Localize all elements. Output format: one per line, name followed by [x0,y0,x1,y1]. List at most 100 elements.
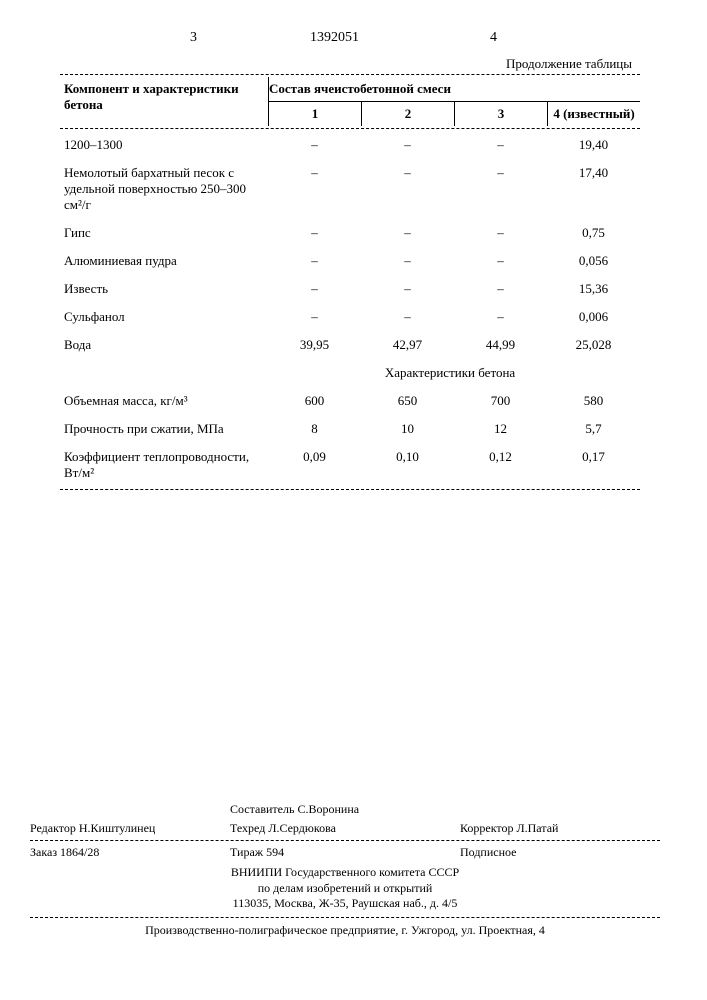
table-row: Известь–––15,36 [60,275,640,303]
table-row: Алюминиевая пудра–––0,056 [60,247,640,275]
row-label: Гипс [60,225,268,241]
cell: – [454,309,547,325]
cell: – [268,137,361,153]
doc-number: 1392051 [310,30,359,46]
cell: – [454,137,547,153]
row-label: Алюминиевая пудра [60,253,268,269]
cell: 0,12 [454,449,547,481]
table-row: Немолотый бархатный песок с удельной пов… [60,159,640,219]
cell: 600 [268,393,361,409]
cell: – [268,225,361,241]
subcol-2: 2 [361,102,454,126]
cell: 0,10 [361,449,454,481]
cell: – [361,225,454,241]
editor: Редактор Н.Киштулинец [30,821,230,836]
credits-block: Составитель С.Воронина Редактор Н.Киштул… [30,800,660,938]
row-label: Известь [60,281,268,297]
header-numbers: 3 1392051 4 [60,30,640,50]
cell: 0,75 [547,225,640,241]
cell: 17,40 [547,165,640,213]
table-body-top: 1200–1300–––19,40Немолотый бархатный пес… [60,131,640,359]
cell: 0,09 [268,449,361,481]
org-line-1: ВНИИПИ Государственного комитета СССР [30,865,660,881]
cell: – [361,253,454,269]
cell: – [361,137,454,153]
cell: 44,99 [454,337,547,353]
techred: Техред Л.Сердюкова [230,821,430,836]
cell: 19,40 [547,137,640,153]
subcol-4: 4 (известный) [547,102,640,126]
header-right-wrap: Состав ячеистобетонной смеси 1 2 3 4 (из… [269,77,640,126]
cell: – [268,253,361,269]
table-body-bottom: Объемная масса, кг/м³600650700580Прочнос… [60,387,640,487]
credits-rule-2 [30,917,660,918]
cell: 700 [454,393,547,409]
table-row: Вода39,9542,9744,9925,028 [60,331,640,359]
header-left: Компонент и характеристики бетона [60,77,268,126]
compiler: Составитель С.Воронина [230,802,430,817]
table-row: Прочность при сжатии, МПа810125,7 [60,415,640,443]
credits-rule-1 [30,840,660,841]
cell: 5,7 [547,421,640,437]
cell: 10 [361,421,454,437]
cell: 0,17 [547,449,640,481]
cell: – [454,225,547,241]
subscribe: Подписное [430,845,660,860]
row-label: Сульфанол [60,309,268,325]
rule-top [60,74,640,75]
cell: 42,97 [361,337,454,353]
cell: 39,95 [268,337,361,353]
table-row: Коэффициент теплопроводности, Вт/м²0,090… [60,443,640,487]
cell: – [454,165,547,213]
cell: – [454,253,547,269]
page-content: 3 1392051 4 Продолжение таблицы Компонен… [60,30,640,492]
cell: 580 [547,393,640,409]
tirazh: Тираж 594 [230,845,430,860]
header-right: Состав ячеистобетонной смеси [269,77,640,101]
cell: – [268,281,361,297]
order: Заказ 1864/28 [30,845,230,860]
rule-bottom [60,489,640,490]
table-continuation: Продолжение таблицы [60,56,640,72]
cell: 650 [361,393,454,409]
subcol-1: 1 [269,102,361,126]
cell: – [454,281,547,297]
credit-empty2 [430,802,660,817]
cell: 8 [268,421,361,437]
table-header-row: Компонент и характеристики бетона Состав… [60,77,640,126]
subcol-3: 3 [454,102,547,126]
cell: 15,36 [547,281,640,297]
row-label: Коэффициент теплопроводности, Вт/м² [60,449,268,481]
org-line-3: 113035, Москва, Ж-35, Раушская наб., д. … [30,896,660,912]
credit-row-3: Заказ 1864/28 Тираж 594 Подписное [30,843,660,862]
org-block: ВНИИПИ Государственного комитета СССР по… [30,862,660,915]
col-num-right: 4 [490,30,497,46]
credit-empty [30,802,230,817]
rule-head-bottom [60,128,640,129]
cell: 0,006 [547,309,640,325]
imprint: Производственно-полиграфическое предприя… [30,920,660,938]
table-row: 1200–1300–––19,40 [60,131,640,159]
cell: 12 [454,421,547,437]
row-label: Вода [60,337,268,353]
cell: 25,028 [547,337,640,353]
table-row: Гипс–––0,75 [60,219,640,247]
cell: – [361,281,454,297]
table-row: Сульфанол–––0,006 [60,303,640,331]
row-label: Немолотый бархатный песок с удельной пов… [60,165,268,213]
row-label: 1200–1300 [60,137,268,153]
corrector: Корректор Л.Патай [430,821,660,836]
org-line-2: по делам изобретений и открытий [30,881,660,897]
credit-row-2: Редактор Н.Киштулинец Техред Л.Сердюкова… [30,819,660,838]
table-row: Объемная масса, кг/м³600650700580 [60,387,640,415]
cell: – [361,309,454,325]
col-num-left: 3 [190,30,197,46]
mid-section-title: Характеристики бетона [260,359,640,387]
row-label: Прочность при сжатии, МПа [60,421,268,437]
cell: – [361,165,454,213]
cell: – [268,309,361,325]
credit-row-1: Составитель С.Воронина [30,800,660,819]
subheader-row: 1 2 3 4 (известный) [269,101,640,126]
row-label: Объемная масса, кг/м³ [60,393,268,409]
cell: 0,056 [547,253,640,269]
